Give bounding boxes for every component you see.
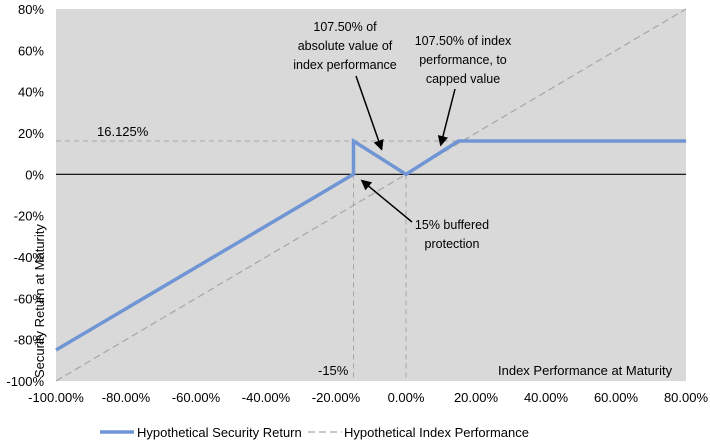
annotation-arrow [360, 179, 413, 223]
legend-label-index-performance: Hypothetical Index Performance [344, 425, 529, 440]
y-tick-label: 40% [18, 85, 44, 100]
y-tick-label: 0% [25, 167, 44, 182]
x-tick-label: 80.00% [664, 390, 709, 405]
x-tick-label: 40.00% [524, 390, 569, 405]
annotation-arrow [355, 75, 384, 151]
ref-label-minus-15: -15% [318, 363, 349, 378]
x-tick-label: -40.00% [242, 390, 291, 405]
x-tick-label: 60.00% [594, 390, 639, 405]
y-tick-label: -80% [14, 333, 45, 348]
annotation-text: capped value [426, 72, 500, 86]
annotation-text: 107.50% of [313, 20, 377, 34]
series-line-index-performance [55, 8, 687, 382]
x-tick-label: -60.00% [172, 390, 221, 405]
x-tick-label: 0.00% [388, 390, 425, 405]
y-tick-label: -40% [14, 250, 45, 265]
legend-label-security-return: Hypothetical Security Return [137, 425, 302, 440]
x-tick-label: -20.00% [312, 390, 361, 405]
y-tick-label: -100% [6, 374, 44, 389]
x-tick-label: 20.00% [454, 390, 499, 405]
x-tick-label: -80.00% [102, 390, 151, 405]
x-axis-title: Index Performance at Maturity [498, 363, 673, 378]
x-tick-label: -100.00% [28, 390, 84, 405]
annotation-text: absolute value of [298, 39, 393, 53]
y-tick-label: 60% [18, 43, 44, 58]
ref-label-16-125: 16.125% [97, 124, 149, 139]
series-line-security-return [55, 137, 686, 352]
annotation-arrow [437, 88, 456, 147]
y-tick-label: 80% [18, 2, 44, 17]
legend: Hypothetical Security Return Hypothetica… [100, 425, 529, 440]
annotation-text: protection [425, 237, 480, 251]
annotation-text: performance, to [419, 53, 507, 67]
y-axis-title: Security Return at Maturity [32, 224, 47, 378]
annotation-text: 107.50% of index [415, 34, 512, 48]
y-tick-label: 20% [18, 126, 44, 141]
annotation-text: index performance [293, 58, 397, 72]
y-tick-label: -20% [14, 209, 45, 224]
y-tick-label: -60% [14, 291, 45, 306]
annotation-text: 15% buffered [415, 218, 489, 232]
